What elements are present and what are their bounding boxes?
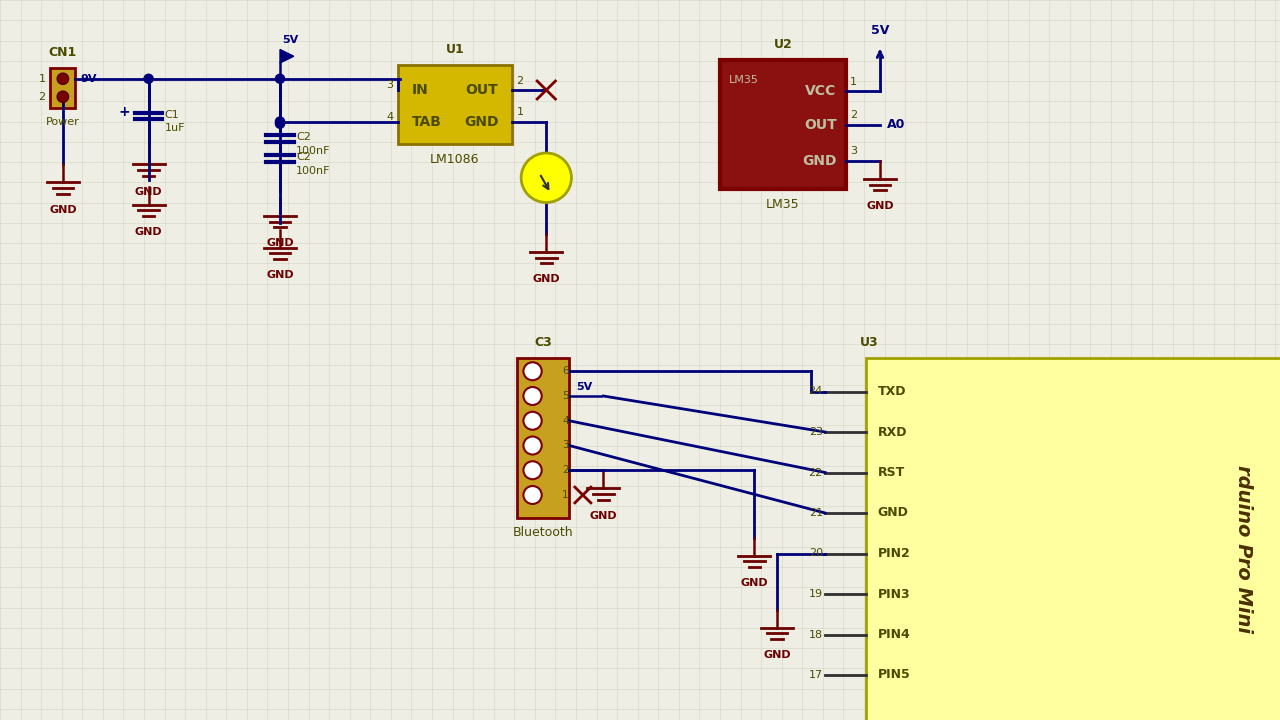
Text: GND: GND [878, 506, 909, 520]
Text: 9V: 9V [79, 73, 96, 84]
Text: 5V: 5V [870, 24, 890, 37]
Text: U3: U3 [859, 336, 878, 348]
Text: 3: 3 [387, 80, 393, 90]
Text: 23: 23 [809, 427, 823, 437]
Text: 1: 1 [850, 76, 858, 86]
Text: +: + [119, 106, 131, 120]
Text: GND: GND [867, 202, 893, 212]
Circle shape [58, 91, 69, 102]
Bar [517, 358, 570, 518]
Text: GND: GND [134, 186, 163, 197]
Text: VCC: VCC [805, 84, 837, 98]
Text: RST: RST [878, 466, 905, 479]
Text: GND: GND [590, 510, 617, 521]
Text: GND: GND [532, 274, 561, 284]
Text: 1: 1 [562, 490, 568, 500]
Text: 5V: 5V [283, 35, 298, 45]
Text: 21: 21 [809, 508, 823, 518]
Text: 2: 2 [562, 465, 568, 475]
Text: 5V: 5V [576, 382, 593, 392]
Text: TAB: TAB [411, 114, 442, 128]
Text: 100nF: 100nF [296, 145, 330, 156]
Circle shape [275, 117, 284, 126]
Circle shape [521, 153, 571, 202]
Text: 19: 19 [809, 589, 823, 599]
Text: C1: C1 [165, 109, 179, 120]
Text: 100nF: 100nF [296, 166, 330, 176]
Text: LM35: LM35 [765, 198, 800, 211]
Text: 5: 5 [562, 391, 568, 401]
Text: U1: U1 [445, 43, 465, 56]
Text: GND: GND [740, 578, 768, 588]
Text: LM35: LM35 [730, 75, 759, 85]
Circle shape [524, 412, 541, 430]
Text: C2: C2 [296, 132, 311, 143]
Text: GND: GND [763, 650, 791, 660]
Circle shape [524, 436, 541, 454]
Circle shape [143, 74, 154, 84]
Circle shape [524, 486, 541, 504]
Circle shape [275, 120, 284, 128]
Text: GND: GND [266, 270, 294, 280]
Text: 20: 20 [809, 549, 823, 559]
Text: TXD: TXD [878, 385, 906, 398]
Text: LM1086: LM1086 [430, 153, 480, 166]
Text: U2: U2 [773, 37, 792, 50]
Circle shape [524, 387, 541, 405]
Text: GND: GND [463, 114, 498, 128]
Text: 17: 17 [809, 670, 823, 680]
Text: 1: 1 [517, 107, 524, 117]
Text: PIN4: PIN4 [878, 628, 910, 641]
Text: C2: C2 [296, 153, 311, 163]
Bar [50, 68, 76, 108]
Text: GND: GND [266, 238, 294, 248]
Text: 2: 2 [850, 110, 858, 120]
Text: 4: 4 [562, 415, 568, 426]
Text: Bluetooth: Bluetooth [512, 526, 573, 539]
Text: rduino Pro Mini: rduino Pro Mini [1234, 465, 1253, 633]
Circle shape [524, 462, 541, 480]
Text: 1: 1 [38, 73, 46, 84]
Text: Power: Power [46, 117, 79, 127]
Text: PIN2: PIN2 [878, 547, 910, 560]
Text: 2: 2 [38, 91, 46, 102]
Text: 3: 3 [562, 441, 568, 451]
Circle shape [524, 362, 541, 380]
Text: IN: IN [411, 83, 429, 97]
Text: 18: 18 [809, 629, 823, 639]
Text: GND: GND [49, 204, 77, 215]
Text: PIN5: PIN5 [878, 668, 910, 682]
Bar [398, 66, 512, 144]
Text: 24: 24 [809, 387, 823, 397]
Text: C3: C3 [534, 336, 552, 348]
Text: OUT: OUT [466, 83, 498, 97]
Text: A0: A0 [887, 118, 905, 131]
Text: 1uF: 1uF [165, 123, 186, 133]
Text: 3: 3 [850, 146, 858, 156]
Circle shape [58, 73, 69, 84]
Text: RXD: RXD [878, 426, 908, 438]
Text: PIN3: PIN3 [878, 588, 910, 600]
Text: 22: 22 [809, 467, 823, 477]
Text: GND: GND [803, 154, 837, 168]
Text: 2: 2 [517, 76, 524, 86]
Polygon shape [280, 50, 293, 63]
Text: 6: 6 [562, 366, 568, 377]
Circle shape [275, 74, 284, 84]
Text: GND: GND [134, 228, 163, 238]
Bar [719, 60, 846, 189]
Bar [867, 358, 1280, 720]
Text: OUT: OUT [804, 118, 837, 132]
Text: 4: 4 [387, 112, 393, 122]
Text: CN1: CN1 [49, 45, 77, 58]
